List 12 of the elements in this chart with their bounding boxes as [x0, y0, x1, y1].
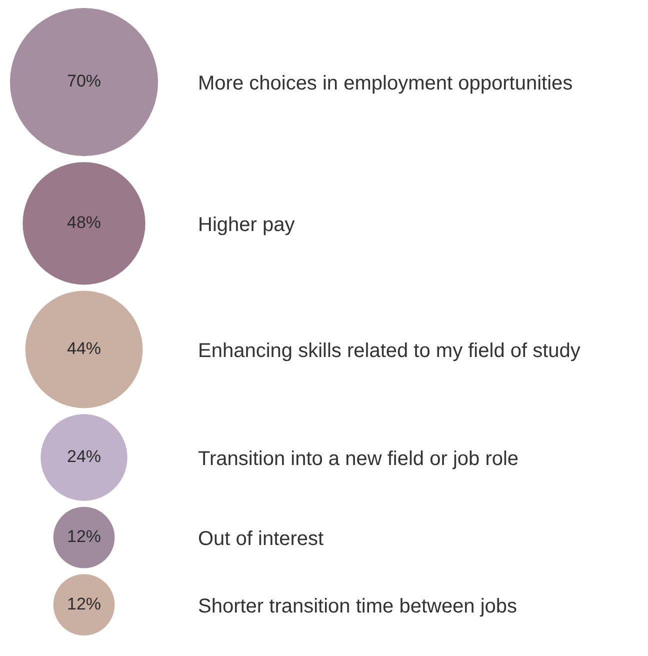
- category-label: Out of interest: [198, 528, 324, 550]
- data-label: 12%: [66, 527, 102, 546]
- category-label: Transition into a new field or job role: [198, 448, 519, 470]
- category-label: Higher pay: [198, 214, 295, 236]
- data-label: 48%: [66, 213, 102, 232]
- data-label: 70%: [66, 72, 102, 91]
- category-label: More choices in employment opportunities: [198, 72, 573, 95]
- data-label: 24%: [66, 447, 102, 466]
- data-label: 12%: [66, 594, 102, 614]
- data-label: 44%: [66, 339, 102, 358]
- category-label: Shorter transition time between jobs: [198, 595, 518, 618]
- category-label: Enhancing skills related to my field of study: [198, 340, 580, 362]
